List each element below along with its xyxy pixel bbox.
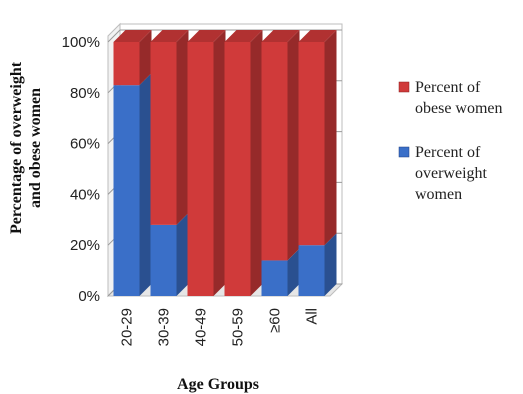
- y-axis-title: Percentage of overweight and obese women: [8, 61, 44, 234]
- y-tick-label: 100%: [62, 34, 100, 51]
- legend-swatch-overweight: [398, 146, 410, 158]
- legend-swatch-obese: [398, 81, 410, 93]
- legend-label-obese-line-2: obese women: [415, 100, 503, 117]
- bar-segment: [187, 42, 214, 296]
- legend-label-overweight-line-2: overweight: [415, 165, 488, 182]
- x-tick-label: 40-49: [193, 308, 210, 346]
- bar-segment: [150, 224, 177, 296]
- y-tick-label: 80%: [70, 85, 100, 102]
- y-tick-label: 60%: [70, 136, 100, 153]
- bar-top: [298, 30, 337, 42]
- legend-label-overweight-line-1: Percent of: [415, 144, 481, 161]
- bar-segment-side: [213, 30, 226, 296]
- gridline-side: [107, 29, 121, 43]
- bar-segment: [150, 42, 177, 225]
- bar-segment: [261, 260, 288, 296]
- bar-segment: [113, 42, 140, 86]
- x-tick-label: ≥60: [267, 308, 284, 333]
- bar-segment: [298, 42, 325, 246]
- bar-segment: [224, 42, 251, 296]
- bar-top: [113, 30, 152, 42]
- x-tick-label: All: [304, 308, 321, 325]
- x-axis-ticks: 20-29 30-39 40-49 50-59 ≥60 All: [119, 308, 321, 346]
- bar-segment-side: [287, 30, 300, 261]
- bar-segment: [261, 42, 288, 261]
- bar-segment-side: [324, 233, 337, 296]
- y-axis-ticks: 0% 20% 40% 60% 80% 100%: [62, 34, 100, 305]
- y-tick-label: 40%: [70, 186, 100, 203]
- y-axis-title-line-2: and obese women: [27, 88, 44, 208]
- y-tick-label: 0%: [78, 288, 100, 305]
- bar-segment-side: [176, 212, 189, 296]
- bars: [113, 30, 337, 297]
- bar-segment-side: [139, 73, 152, 297]
- x-axis-title: Age Groups: [177, 376, 259, 393]
- y-axis-title-line-1: Percentage of overweight: [8, 61, 25, 234]
- bar-top: [150, 30, 189, 42]
- legend: Percent of obese women Percent of overwe…: [398, 79, 503, 203]
- bar-top: [224, 30, 263, 42]
- bar-segment: [298, 245, 325, 296]
- bar-top: [187, 30, 226, 42]
- bar-segment-side: [176, 30, 189, 225]
- bar-segment: [113, 85, 140, 297]
- bar-segment-side: [250, 30, 263, 296]
- bar-segment-side: [287, 248, 300, 296]
- y-tick-label: 20%: [70, 237, 100, 254]
- bar-segment-side: [324, 30, 337, 246]
- legend-item-obese: Percent of obese women: [398, 79, 503, 117]
- bar-top: [261, 30, 300, 42]
- x-tick-label: 50-59: [230, 308, 247, 346]
- x-tick-label: 20-29: [119, 308, 136, 346]
- legend-item-overweight: Percent of overweight women: [398, 144, 488, 203]
- bar-segment-side: [139, 30, 152, 86]
- legend-label-obese-line-1: Percent of: [415, 79, 481, 96]
- legend-label-overweight-line-3: women: [415, 186, 462, 203]
- x-tick-label: 30-39: [156, 308, 173, 346]
